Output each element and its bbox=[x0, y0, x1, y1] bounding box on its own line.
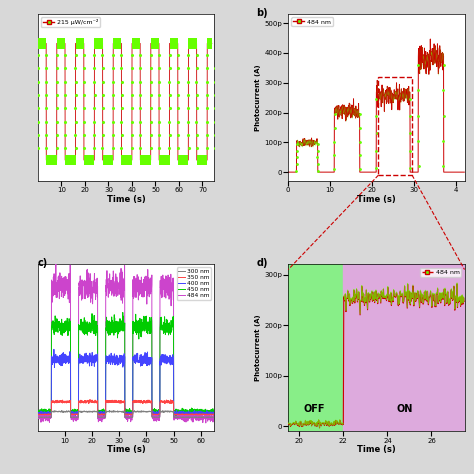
450 nm bbox=[136, 321, 141, 327]
400 nm bbox=[193, 409, 199, 415]
300 nm bbox=[39, 414, 45, 420]
X-axis label: Time (s): Time (s) bbox=[107, 195, 146, 204]
Legend: 484 nm: 484 nm bbox=[292, 18, 333, 27]
400 nm bbox=[144, 363, 150, 368]
Line: 300 nm: 300 nm bbox=[38, 410, 214, 418]
300 nm bbox=[36, 414, 42, 420]
400 nm bbox=[114, 356, 119, 362]
350 nm bbox=[114, 399, 119, 404]
300 nm bbox=[156, 415, 162, 420]
450 nm bbox=[36, 407, 42, 413]
400 nm bbox=[39, 409, 45, 415]
350 nm bbox=[193, 411, 199, 417]
450 nm bbox=[144, 327, 150, 333]
484 nm bbox=[136, 294, 141, 300]
Legend: 300 nm, 350 nm, 400 nm, 450 nm, 484 nm: 300 nm, 350 nm, 400 nm, 450 nm, 484 nm bbox=[176, 267, 211, 300]
Line: 484 nm: 484 nm bbox=[38, 263, 214, 423]
484 nm bbox=[114, 286, 119, 292]
450 nm bbox=[39, 409, 45, 414]
Line: 400 nm: 400 nm bbox=[38, 349, 214, 415]
350 nm bbox=[87, 397, 93, 402]
350 nm bbox=[36, 411, 42, 417]
Y-axis label: Photocurrent (A): Photocurrent (A) bbox=[255, 64, 261, 131]
484 nm bbox=[39, 416, 45, 422]
400 nm bbox=[136, 359, 141, 365]
Legend: 215 μW/cm⁻²: 215 μW/cm⁻² bbox=[41, 18, 100, 27]
300 nm bbox=[136, 409, 141, 415]
450 nm bbox=[120, 310, 126, 315]
Text: OFF: OFF bbox=[304, 404, 326, 414]
400 nm bbox=[51, 346, 57, 352]
484 nm bbox=[53, 260, 59, 266]
300 nm bbox=[144, 409, 150, 415]
Text: ON: ON bbox=[397, 404, 413, 414]
450 nm bbox=[211, 408, 217, 414]
450 nm bbox=[193, 409, 199, 414]
350 nm bbox=[136, 398, 141, 404]
350 nm bbox=[35, 411, 41, 417]
484 nm bbox=[35, 415, 41, 420]
Line: 450 nm: 450 nm bbox=[38, 312, 214, 415]
350 nm bbox=[211, 412, 217, 418]
350 nm bbox=[145, 399, 150, 405]
Bar bbox=[343, 264, 465, 431]
Bar bbox=[288, 264, 343, 431]
300 nm bbox=[107, 408, 112, 413]
484 nm bbox=[203, 420, 209, 426]
450 nm bbox=[173, 412, 179, 418]
X-axis label: Time (s): Time (s) bbox=[107, 445, 146, 454]
484 nm bbox=[211, 417, 217, 422]
300 nm bbox=[114, 409, 119, 415]
450 nm bbox=[114, 328, 119, 333]
484 nm bbox=[36, 416, 42, 421]
300 nm bbox=[211, 414, 217, 420]
X-axis label: Time (s): Time (s) bbox=[357, 195, 396, 204]
350 nm bbox=[39, 412, 45, 418]
Legend: 484 nm: 484 nm bbox=[420, 268, 461, 277]
300 nm bbox=[193, 414, 199, 420]
Text: b): b) bbox=[256, 8, 268, 18]
Text: c): c) bbox=[38, 258, 48, 268]
Text: d): d) bbox=[256, 258, 268, 268]
Y-axis label: Photocurrent (A): Photocurrent (A) bbox=[255, 315, 261, 381]
400 nm bbox=[35, 412, 41, 418]
400 nm bbox=[156, 412, 162, 418]
Line: 350 nm: 350 nm bbox=[38, 400, 214, 415]
300 nm bbox=[35, 415, 41, 420]
Bar bbox=[378, 77, 412, 175]
450 nm bbox=[35, 410, 41, 416]
400 nm bbox=[36, 410, 42, 416]
484 nm bbox=[144, 285, 150, 291]
350 nm bbox=[42, 412, 47, 418]
400 nm bbox=[211, 410, 217, 416]
484 nm bbox=[192, 415, 198, 420]
X-axis label: Time (s): Time (s) bbox=[357, 445, 396, 454]
